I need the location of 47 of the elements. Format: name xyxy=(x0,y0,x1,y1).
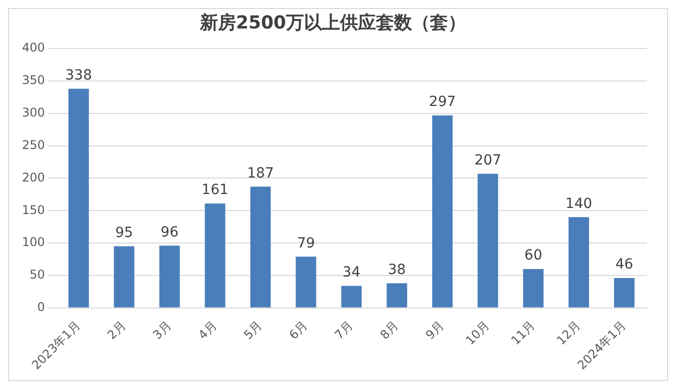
x-tick-label: 10月 xyxy=(463,318,492,348)
x-tick-label: 7月 xyxy=(332,318,356,342)
y-tick-label: 100 xyxy=(22,235,45,250)
data-label: 46 xyxy=(615,256,634,273)
data-label: 79 xyxy=(297,235,315,252)
x-tick-label: 4月 xyxy=(196,318,220,342)
y-tick-label: 150 xyxy=(22,202,45,217)
bar xyxy=(114,246,134,308)
data-label: 34 xyxy=(342,264,360,280)
bar xyxy=(159,246,180,308)
bar xyxy=(68,88,89,308)
y-tick-label: 200 xyxy=(22,170,45,184)
bar xyxy=(478,174,498,308)
data-label: 140 xyxy=(565,196,592,212)
chart-title: 新房2500万以上供应套数（套） xyxy=(198,12,466,34)
y-tick-label: 350 xyxy=(22,73,45,88)
x-tick-label: 5月 xyxy=(241,318,265,342)
y-tick-label: 400 xyxy=(22,40,45,55)
bar xyxy=(204,204,226,308)
bar xyxy=(250,186,271,308)
x-tick-label: 9月 xyxy=(422,318,447,342)
data-label: 338 xyxy=(65,67,92,84)
y-tick-label: 250 xyxy=(22,138,45,152)
x-tick-label: 8月 xyxy=(377,318,402,342)
data-label: 161 xyxy=(202,182,228,198)
x-tick-label: 6月 xyxy=(286,318,310,342)
data-label: 187 xyxy=(247,165,274,182)
bar xyxy=(568,217,590,308)
data-label: 95 xyxy=(115,224,134,241)
x-tick-label: 3月 xyxy=(150,318,174,342)
y-tick-label: 300 xyxy=(22,106,45,120)
data-label: 207 xyxy=(474,152,502,168)
x-tick-label: 12月 xyxy=(554,318,584,348)
data-label: 297 xyxy=(429,94,456,110)
x-tick-label: 2月 xyxy=(104,318,128,342)
x-tick-label: 11月 xyxy=(508,318,538,348)
data-label: 96 xyxy=(160,224,179,240)
y-tick-label: 50 xyxy=(30,268,45,282)
bar xyxy=(386,283,408,308)
bar xyxy=(432,115,453,308)
bar xyxy=(341,286,362,308)
data-label: 38 xyxy=(388,262,406,278)
bar xyxy=(296,256,316,308)
y-tick-label: 0 xyxy=(37,300,45,314)
bar xyxy=(614,278,634,308)
bar xyxy=(523,268,544,308)
data-label: 60 xyxy=(524,248,542,264)
